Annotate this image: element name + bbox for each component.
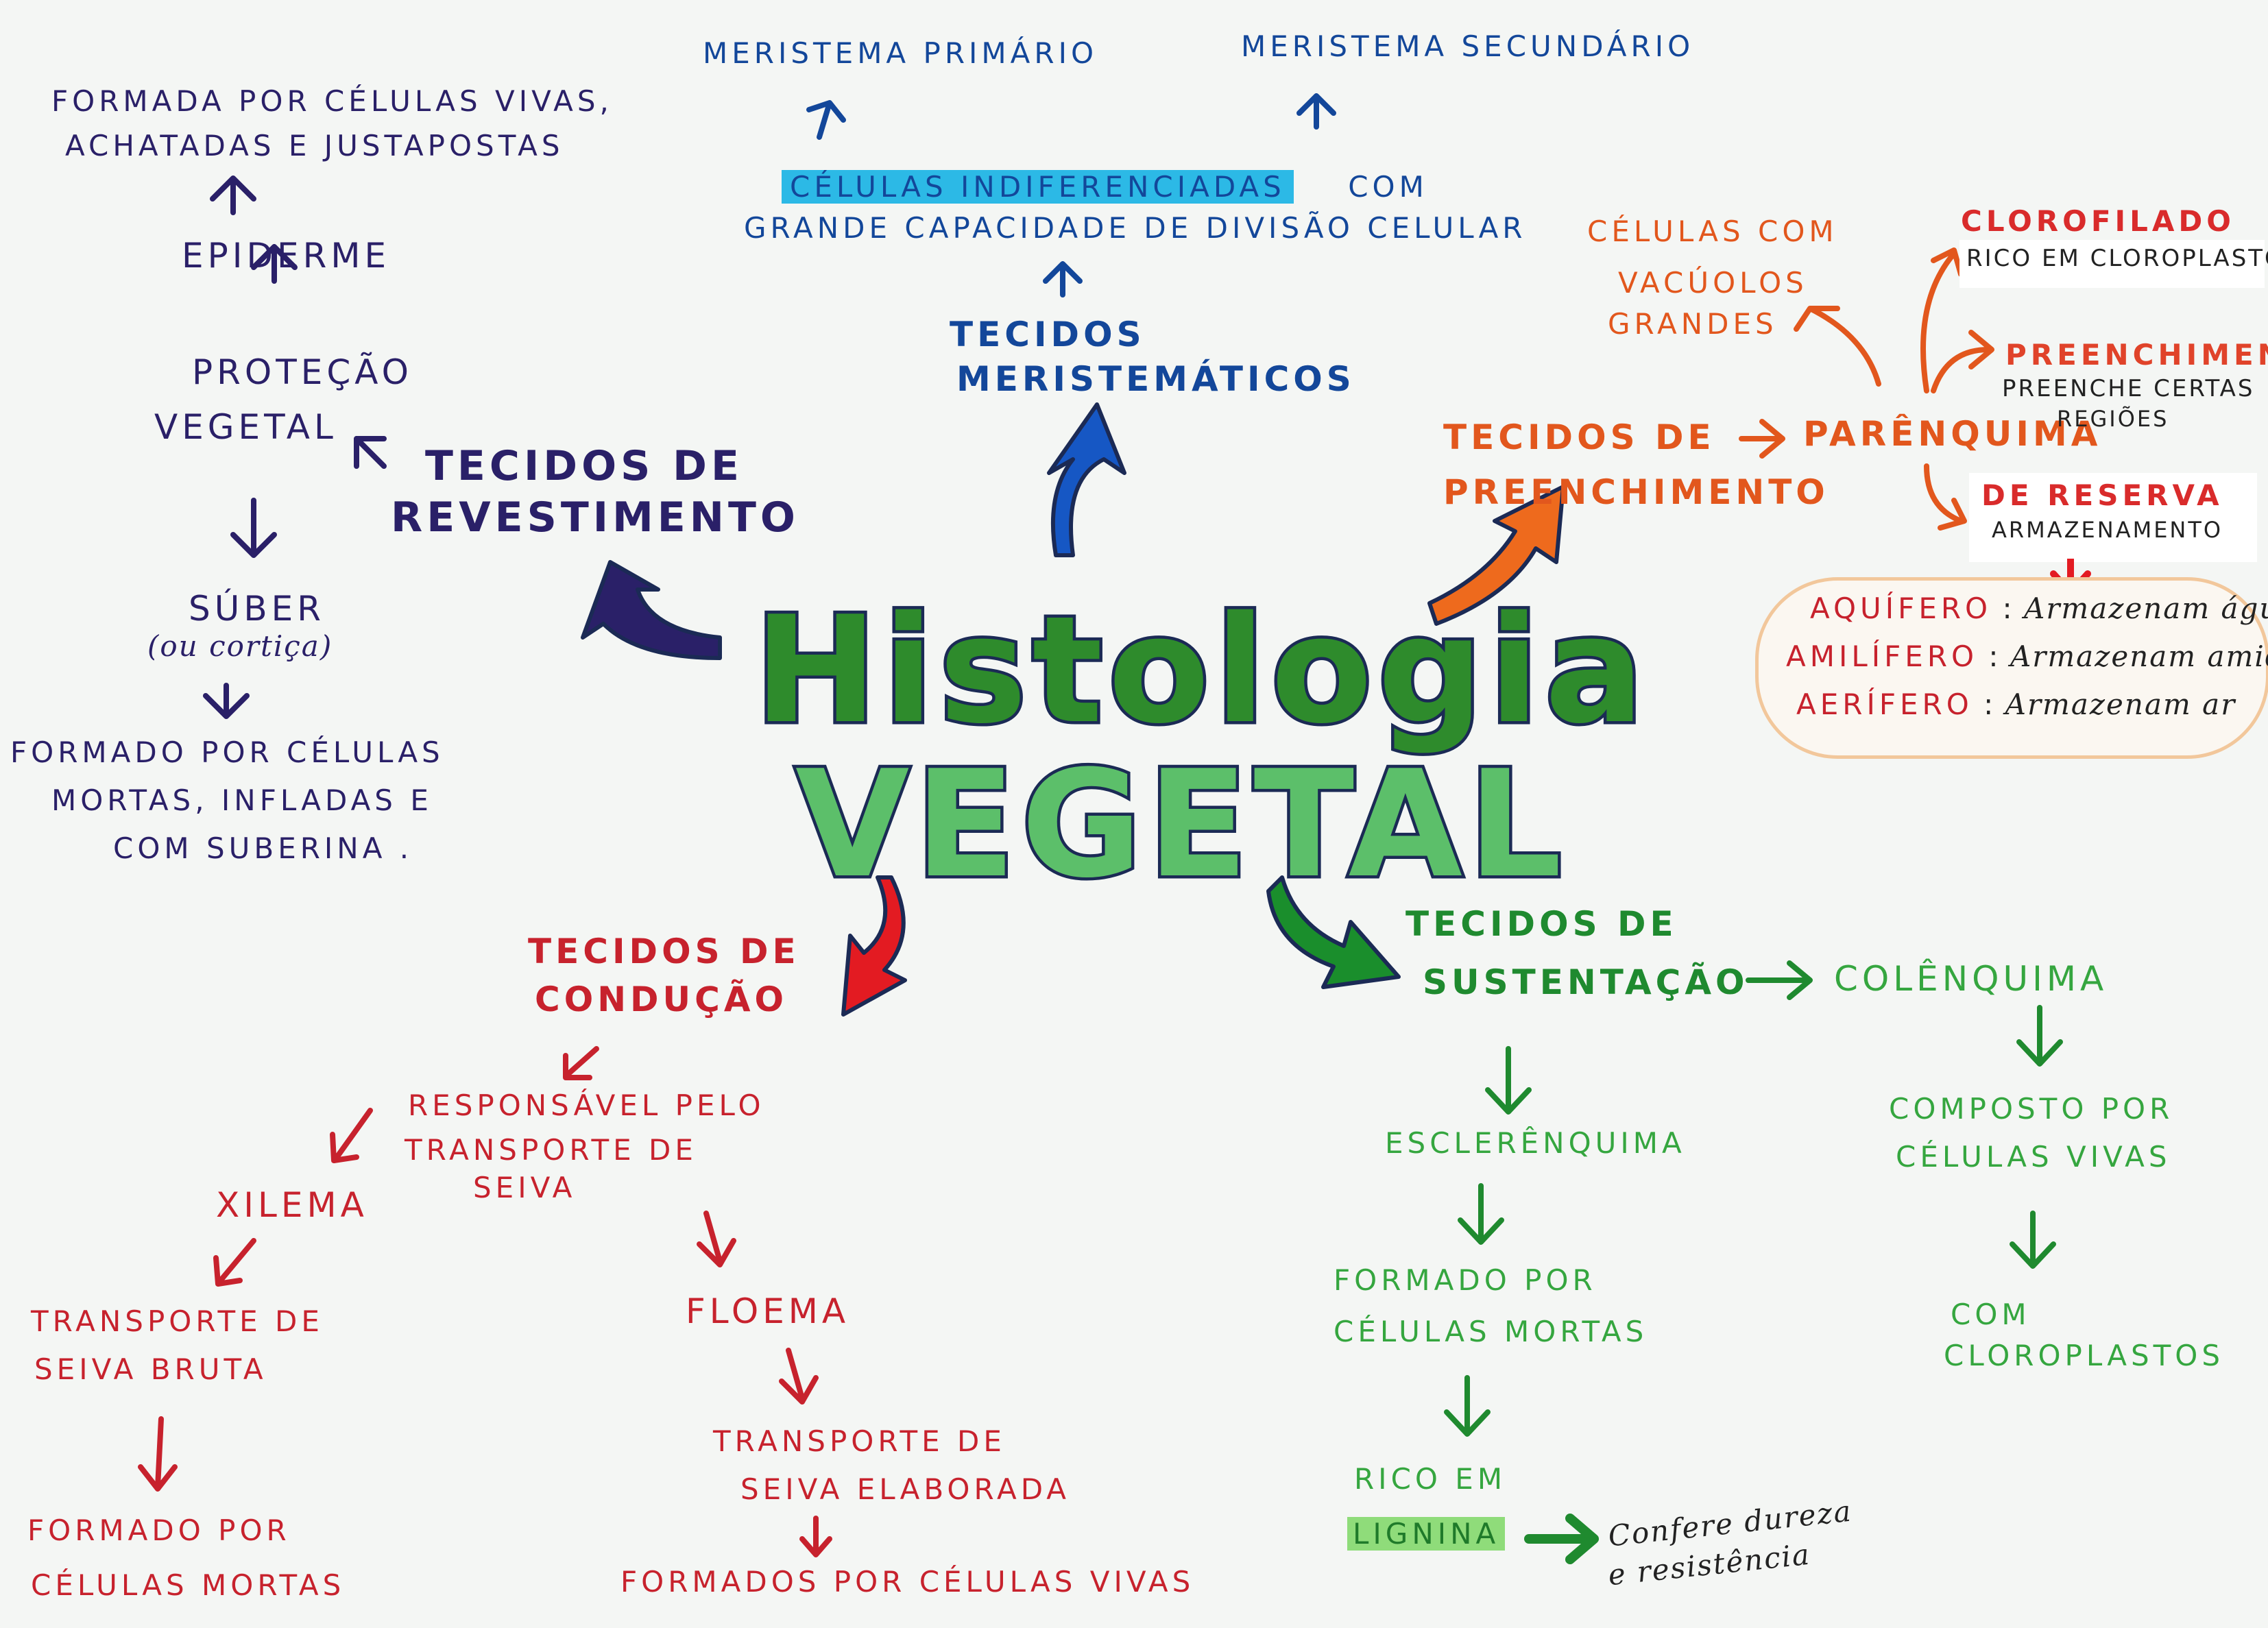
meristema-primario: Meristema Primário [703, 36, 1098, 70]
floema-desc-1: Transporte de [713, 1424, 1006, 1458]
conducao-desc-2: transporte de [405, 1133, 697, 1167]
reserva-tipos-cloud [1755, 577, 2268, 759]
tipo-aquifero-desc: Armazenam água [2023, 592, 2268, 625]
epiderme-label: Epiderme [182, 236, 391, 276]
colenquima-clor-2: cloroplastos [1944, 1339, 2224, 1372]
tipo-aerifero: Aerífero : Armazenam ar [1796, 688, 2236, 721]
floema-label: Floema [686, 1291, 850, 1331]
conducao-desc-1: Responsável pelo [408, 1089, 765, 1122]
preenchimento-arrows [1739, 247, 1994, 531]
vacuolos-1: Células com [1587, 215, 1838, 248]
meristematicos-heading-2: Meristemáticos [956, 359, 1355, 399]
clorofilado-desc: Rico em cloroplasto [1966, 245, 2268, 272]
vacuolos-3: grandes [1608, 307, 1778, 341]
conducao-heading-1: Tecidos de [528, 932, 800, 971]
meristematicos-big-arrow [1047, 402, 1126, 557]
meristema-secundario: Meristema Secundário [1241, 29, 1695, 63]
colenquima-clor-1: Com [1951, 1298, 2031, 1331]
conducao-desc-3: seiva [473, 1171, 577, 1204]
sustentacao-heading-1: Tecidos de [1406, 904, 1678, 944]
suber-desc-3: com suberina . [113, 831, 413, 865]
epiderme-desc-1: Formada por células vivas, [51, 84, 613, 118]
sustentacao-arrows [1444, 960, 2063, 1564]
tipo-aquifero: Aquífero : Armazenam água [1810, 590, 2268, 629]
title-line-2: Vegetal [793, 738, 1567, 910]
preenchimento-big-arrow [1427, 485, 1565, 626]
suber-desc-1: Formado por células [10, 736, 444, 769]
revestimento-arrows [203, 175, 387, 719]
xilema-desc-1: Transporte de [31, 1304, 324, 1338]
xilema-label: Xilema [216, 1185, 368, 1225]
xilema-desc-2: seiva bruta [34, 1352, 267, 1386]
conducao-big-arrow [841, 875, 907, 1017]
sustentacao-big-arrow [1266, 875, 1401, 989]
epiderme-desc-2: achatadas e justapostas [65, 129, 564, 162]
clorofilado-label: Clorofilado [1961, 204, 2235, 238]
colenquima-desc-2: células vivas [1896, 1140, 2171, 1174]
escl-desc-1: Formado por [1334, 1263, 1597, 1297]
protecao-line-2: Vegetal [154, 407, 337, 447]
meristematicos-desc-2: grande capacidade de divisão celular [744, 211, 1527, 245]
preenchimento-heading-2: Preenchimento [1443, 472, 1829, 512]
parenquima-label: Parênquima [1803, 414, 2102, 454]
conducao-arrows [138, 1046, 832, 1557]
tipo-aerifero-desc: Armazenam ar [2005, 688, 2236, 721]
preenchimento-desc-1: preenche certas [2002, 375, 2255, 402]
tipo-aerifero-name: Aerífero [1796, 688, 1973, 721]
vacuolos-2: vacúolos [1618, 266, 1808, 300]
revestimento-heading-1: Tecidos de [425, 442, 743, 490]
reserva-label: De reserva [1981, 478, 2223, 512]
lignina-highlight: Lignina [1347, 1517, 1506, 1551]
preenchimento-label: Preenchimento [2005, 338, 2268, 372]
escl-desc-2: células mortas [1334, 1315, 1648, 1348]
floema-cel: Formados por células vivas [620, 1565, 1195, 1599]
suber-desc-2: mortas, infladas e [51, 783, 433, 817]
floema-desc-2: seiva elaborada [740, 1472, 1071, 1506]
tipo-amilifero-desc: Armazenam amido [2010, 640, 2268, 673]
clorofilado-box [1959, 240, 2265, 288]
xilema-cel-1: Formado por [27, 1514, 291, 1547]
rico-em: Rico em [1354, 1462, 1507, 1496]
title-line-1: Histologia [751, 584, 1650, 756]
conducao-heading-2: Condução [535, 980, 788, 1019]
tipo-amilifero-name: Amilífero [1786, 640, 1979, 673]
preenchimento-heading-1: Tecidos de [1443, 417, 1715, 457]
revestimento-heading-2: Revestimento [391, 494, 799, 542]
colenquima-desc-1: Composto por [1889, 1092, 2174, 1126]
esclerenquima-label: Esclerênquima [1385, 1126, 1686, 1160]
suber-alt: (ou cortiça) [147, 629, 333, 663]
meristematicos-arrows [806, 93, 1336, 297]
reserva-desc: Armazenamento [1992, 517, 2223, 543]
suber-label: Súber [189, 589, 325, 629]
sustentacao-heading-2: Sustentação [1423, 962, 1749, 1002]
tipo-amilifero: Amilífero : Armazenam amido [1786, 637, 2268, 677]
revestimento-big-arrow [581, 560, 722, 660]
meristematicos-desc-rest: com [1348, 170, 1428, 204]
reserva-box [1969, 473, 2257, 562]
preenchimento-desc-2: regiões [2057, 406, 2169, 432]
xilema-cel-2: células mortas [31, 1568, 346, 1602]
colenquima-label: Colênquima [1834, 959, 2108, 999]
meristematicos-highlight: Células indiferenciadas [782, 170, 1294, 204]
meristematicos-heading-1: Tecidos [950, 315, 1146, 354]
tipo-aquifero-name: Aquífero [1810, 592, 1992, 625]
protecao-line-1: Proteção [192, 352, 413, 392]
